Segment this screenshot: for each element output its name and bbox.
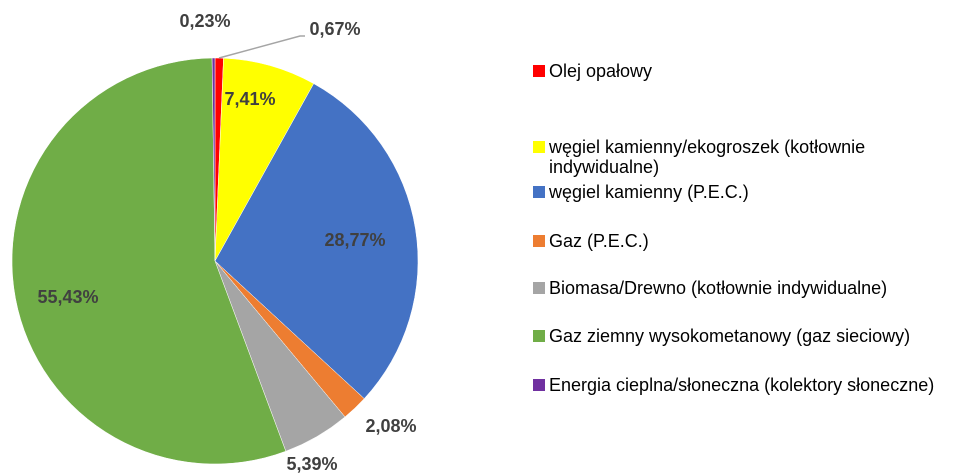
legend-item: Gaz (P.E.C.) (533, 231, 973, 251)
slice-label: 2,08% (365, 416, 416, 436)
slice-label: 55,43% (37, 287, 98, 307)
legend-swatch (533, 282, 545, 294)
legend-item: Olej opałowy (533, 61, 973, 81)
slice-label: 0,67% (309, 19, 360, 39)
legend-label: Biomasa/Drewno (kotłownie indywidualne) (549, 278, 888, 298)
legend-label: węgiel kamienny (P.E.C.) (549, 182, 749, 202)
legend-item: węgiel kamienny/ekogroszek (kotłownie in… (533, 137, 973, 177)
slice-label: 0,23% (179, 11, 230, 31)
legend-item: Energia cieplna/słoneczna (kolektory sło… (533, 375, 973, 395)
legend-swatch (533, 235, 545, 247)
pie-slice (211, 57, 216, 262)
slice-label: 7,41% (224, 89, 275, 109)
legend-label: Gaz (P.E.C.) (549, 231, 649, 251)
legend-swatch (533, 65, 545, 77)
leader-line (218, 35, 305, 59)
legend-swatch (533, 186, 545, 198)
legend-label: węgiel kamienny/ekogroszek (kotłownie in… (549, 137, 866, 177)
legend-item: Gaz ziemny wysokometanowy (gaz sieciowy) (533, 326, 973, 346)
legend-swatch (533, 379, 545, 391)
slice-label: 28,77% (324, 230, 385, 250)
legend-label: Gaz ziemny wysokometanowy (gaz sieciowy) (549, 326, 911, 346)
legend-swatch (533, 141, 545, 153)
legend-item: Biomasa/Drewno (kotłownie indywidualne) (533, 278, 973, 298)
pie-slice (214, 83, 419, 399)
legend-swatch (533, 330, 545, 342)
legend-label: Energia cieplna/słoneczna (kolektory sło… (549, 375, 935, 395)
slice-label: 5,39% (286, 454, 337, 474)
legend-label: Olej opałowy (549, 61, 653, 81)
pie-slice (11, 57, 287, 465)
legend-item: węgiel kamienny (P.E.C.) (533, 182, 973, 202)
